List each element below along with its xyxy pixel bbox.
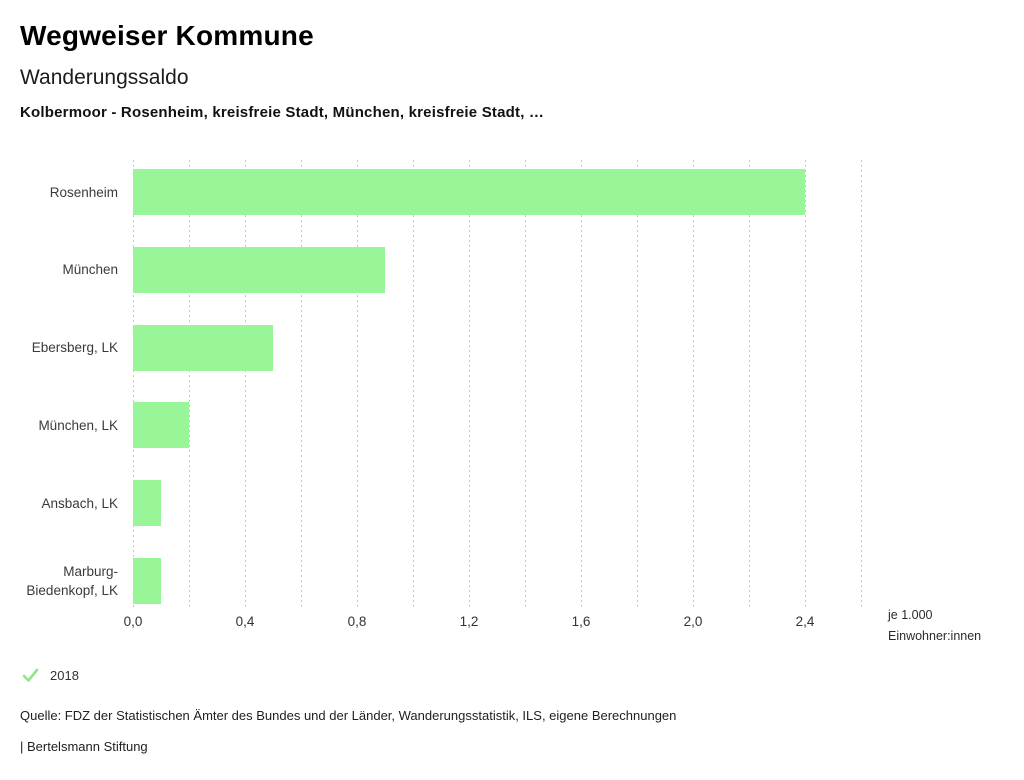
gridline [805, 160, 806, 608]
category-label: Ansbach, LK [41, 496, 118, 511]
gridline [469, 160, 470, 608]
x-tick-label: 2,0 [683, 614, 703, 629]
x-axis-unit-line1: je 1.000 [888, 608, 933, 622]
bar-rosenheim[interactable] [133, 169, 805, 215]
category-label: München [62, 262, 118, 277]
bar-münchen[interactable] [133, 246, 385, 293]
x-axis-unit-line2: Einwohner:innen [888, 629, 982, 643]
legend-label: 2018 [50, 668, 79, 683]
source-text: Quelle: FDZ der Statistischen Ämter des … [20, 708, 677, 723]
gridline [861, 160, 862, 608]
gridline [413, 160, 414, 608]
bar-münchen-lk[interactable] [133, 402, 189, 449]
gridline [189, 160, 190, 608]
gridline [693, 160, 694, 608]
check-icon [22, 668, 39, 682]
gridline [581, 160, 582, 608]
gridline [245, 160, 246, 608]
bar-marburg-biedenkopf-lk[interactable] [133, 558, 161, 604]
page-title: Wegweiser Kommune [20, 20, 314, 51]
x-tick-label: 0,4 [235, 614, 255, 629]
x-tick-label: 0,0 [123, 614, 143, 629]
bar-ebersberg-lk[interactable] [133, 324, 273, 371]
category-label: Marburg-Biedenkopf, LK [26, 564, 118, 598]
category-label: Ebersberg, LK [31, 340, 118, 355]
bar-ansbach-lk[interactable] [133, 480, 161, 527]
selected-regions: Kolbermoor - Rosenheim, kreisfreie Stadt… [20, 104, 545, 121]
gridline [749, 160, 750, 608]
indicator-title: Wanderungssaldo [20, 66, 189, 89]
x-tick-label: 0,8 [347, 614, 367, 629]
attribution-text: | Bertelsmann Stiftung [20, 739, 148, 754]
gridline [301, 160, 302, 608]
x-tick-label: 2,4 [795, 614, 815, 629]
x-tick-label: 1,2 [459, 614, 479, 629]
category-label: München, LK [38, 418, 118, 433]
x-axis-unit-label: je 1.000 Einwohner:innen [888, 605, 981, 647]
gridline [357, 160, 358, 608]
category-label: Rosenheim [49, 185, 118, 200]
legend-item-2018[interactable]: 2018 [22, 668, 79, 683]
gridline [525, 160, 526, 608]
gridline [637, 160, 638, 608]
gridline [133, 160, 134, 608]
x-tick-label: 1,6 [571, 614, 591, 629]
